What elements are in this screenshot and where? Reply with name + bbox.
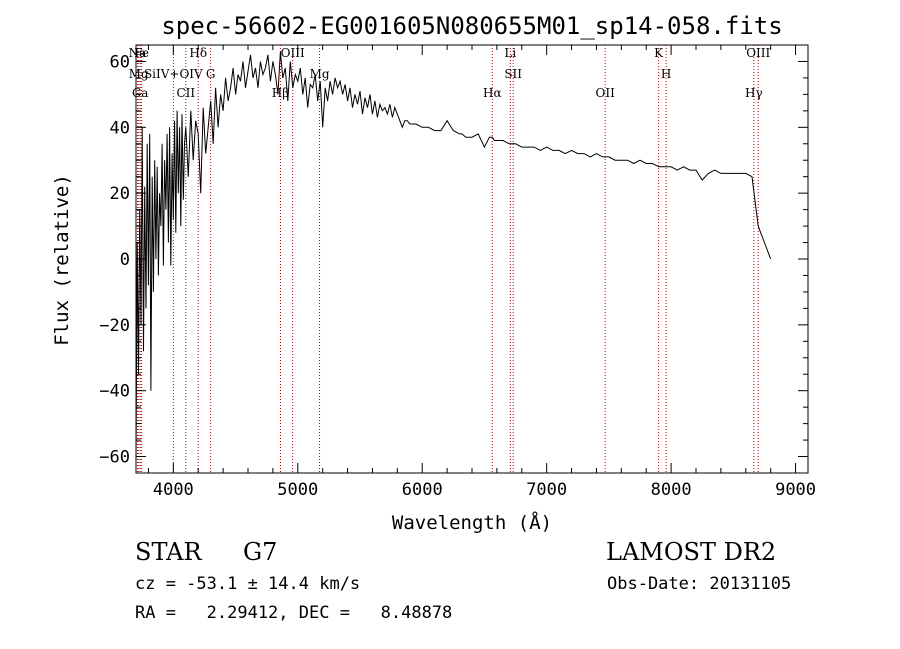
survey-name: LAMOST DR2 <box>606 538 777 566</box>
line-label: CII <box>176 86 195 100</box>
line-label: Li <box>504 46 516 60</box>
plot-frame <box>135 44 809 474</box>
line-label: G <box>206 67 216 81</box>
chart-title: spec-56602-EG001605N080655M01_sp14-058.f… <box>161 12 782 40</box>
spectrum-line <box>135 51 772 464</box>
y-axis-label: Flux (relative) <box>51 174 73 346</box>
line-label: OII <box>595 86 615 100</box>
ra-dec: RA = 2.29412, DEC = 8.48878 <box>135 603 453 623</box>
y-axis: −60 −40 −20 0 20 40 60 <box>99 52 808 468</box>
line-label: SiIV+OIV <box>144 67 203 81</box>
x-axis: 4000 5000 6000 7000 8000 9000 <box>147 45 816 500</box>
x-tick-label: 9000 <box>775 480 816 500</box>
emission-line-labels: Na Mg Ca Fe SiIV+OIV CII Hδ G Hβ OIII Mg Hα Li SII OII… <box>129 46 771 100</box>
line-label: Fe <box>134 46 149 60</box>
y-tick-label: 60 <box>110 52 130 72</box>
y-tick-label: 40 <box>110 118 130 138</box>
line-label: K <box>654 46 664 60</box>
x-axis-label: Wavelength (Å) <box>392 511 552 534</box>
object-class: STAR <box>135 538 202 566</box>
x-tick-label: 7000 <box>526 480 567 500</box>
line-label: Na <box>129 46 147 60</box>
line-label: OIII <box>746 46 770 60</box>
y-tick-label: −20 <box>99 316 130 336</box>
line-label: Hδ <box>189 46 207 60</box>
line-label: Mg <box>310 67 330 81</box>
x-tick-label: 4000 <box>153 480 194 500</box>
line-label: Ca <box>132 86 148 100</box>
x-tick-label: 5000 <box>277 480 318 500</box>
line-label: SII <box>504 67 522 81</box>
y-tick-label: −60 <box>99 448 130 468</box>
line-label: Hγ <box>745 86 763 100</box>
line-label: Mg <box>129 67 149 81</box>
line-label: Hα <box>483 86 502 100</box>
observation-date: Obs-Date: 20131105 <box>607 574 792 594</box>
line-label: OIII <box>281 46 305 60</box>
x-tick-label: 6000 <box>402 480 443 500</box>
emission-line-markers <box>136 45 759 473</box>
y-tick-label: 20 <box>110 184 130 204</box>
y-tick-label: −40 <box>99 382 130 402</box>
object-subclass: G7 <box>243 538 278 566</box>
y-tick-label: 0 <box>120 250 130 270</box>
line-label: H <box>661 67 671 81</box>
x-tick-label: 8000 <box>651 480 692 500</box>
line-label: Hβ <box>272 86 289 100</box>
redshift-cz: cz = -53.1 ± 14.4 km/s <box>135 574 361 594</box>
